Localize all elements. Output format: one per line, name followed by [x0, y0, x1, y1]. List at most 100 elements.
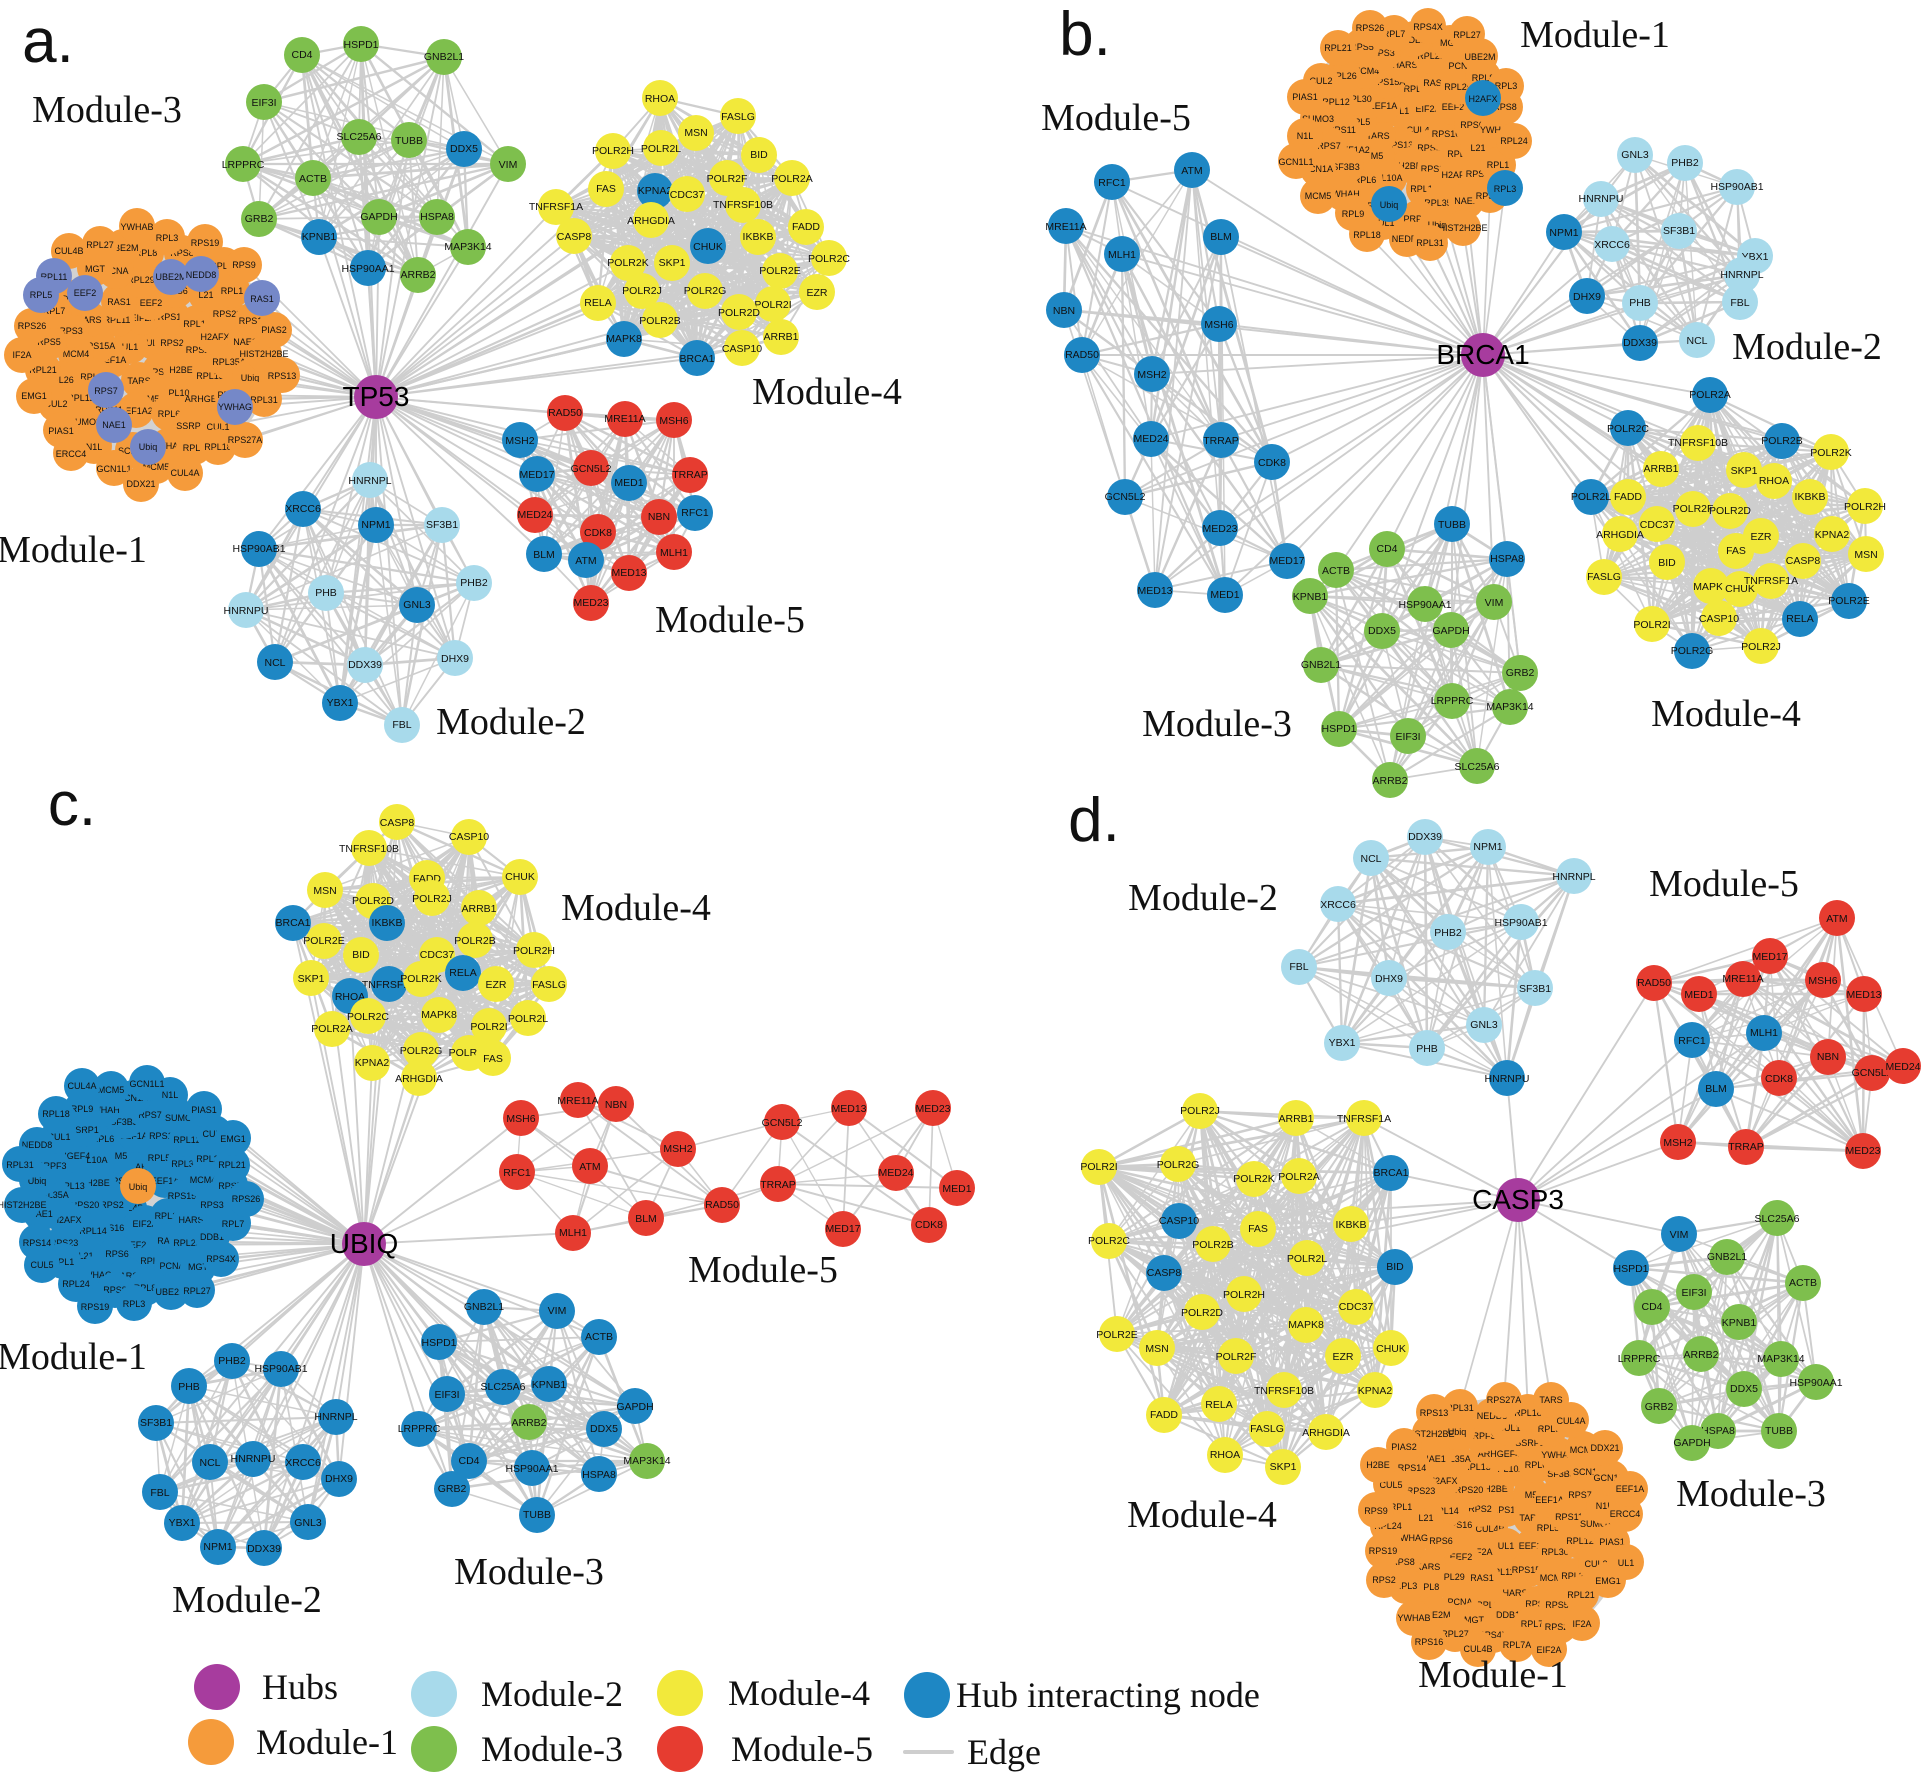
- svg-text:RPL1: RPL1: [221, 286, 244, 296]
- svg-text:HNRNPL: HNRNPL: [1552, 871, 1595, 883]
- svg-text:UBE2M: UBE2M: [1419, 1610, 1450, 1620]
- svg-text:POLR2B: POLR2B: [1192, 1239, 1233, 1251]
- svg-text:RPS23: RPS23: [1466, 169, 1495, 179]
- svg-text:RPS19: RPS19: [191, 238, 220, 248]
- svg-text:H2BE: H2BE: [1366, 1460, 1390, 1470]
- svg-text:MGT: MGT: [85, 264, 105, 274]
- svg-text:EEF1A2: EEF1A2: [119, 406, 153, 416]
- svg-text:MLH1: MLH1: [559, 1227, 587, 1239]
- svg-text:RPL8: RPL8: [1417, 1582, 1440, 1592]
- svg-text:EMG1: EMG1: [1595, 1576, 1621, 1586]
- svg-text:MSH2: MSH2: [1137, 369, 1166, 381]
- svg-text:H2BE: H2BE: [86, 1178, 110, 1188]
- svg-text:RELA: RELA: [1205, 1399, 1232, 1411]
- svg-text:RFC1: RFC1: [1678, 1035, 1706, 1047]
- svg-text:CUL1: CUL1: [47, 1132, 70, 1142]
- svg-text:MED17: MED17: [519, 469, 554, 481]
- svg-text:MAP3K14: MAP3K14: [623, 1455, 670, 1467]
- svg-text:MSN: MSN: [313, 885, 336, 897]
- svg-text:RPS26: RPS26: [1356, 23, 1385, 33]
- svg-text:RPL6: RPL6: [92, 1134, 115, 1144]
- svg-text:L21: L21: [1418, 1513, 1433, 1523]
- svg-text:PCNA: PCNA: [1448, 61, 1473, 71]
- svg-text:HNRNPU: HNRNPU: [224, 605, 269, 617]
- svg-text:PHB: PHB: [315, 587, 337, 599]
- svg-text:CASP8: CASP8: [1786, 555, 1821, 567]
- svg-text:RPL30: RPL30: [171, 1159, 199, 1169]
- svg-text:MCM4: MCM4: [190, 1175, 217, 1185]
- svg-text:RPL13: RPL13: [1410, 184, 1438, 194]
- svg-text:GNL3: GNL3: [403, 599, 431, 611]
- svg-text:MED23: MED23: [1845, 1145, 1880, 1157]
- svg-text:MED24: MED24: [517, 509, 552, 521]
- svg-text:YWHAG: YWHAG: [218, 402, 252, 412]
- svg-text:MSN: MSN: [684, 127, 707, 139]
- svg-text:ERCC4: ERCC4: [1610, 1509, 1641, 1519]
- svg-text:PRPF3: PRPF3: [1466, 1431, 1495, 1441]
- svg-text:LRPPRC: LRPPRC: [222, 159, 265, 171]
- svg-text:RAS1: RAS1: [107, 297, 131, 307]
- svg-text:MED17: MED17: [1752, 951, 1787, 963]
- svg-text:FBL: FBL: [150, 1487, 169, 1499]
- svg-text:ARRB2: ARRB2: [1683, 1349, 1718, 1361]
- svg-text:ACTB: ACTB: [299, 173, 327, 185]
- svg-text:XRCC6: XRCC6: [1594, 239, 1630, 251]
- svg-text:MSH6: MSH6: [506, 1113, 535, 1125]
- svg-text:CD4: CD4: [291, 49, 312, 61]
- svg-text:RPL9: RPL9: [71, 1104, 94, 1114]
- svg-text:RPS13: RPS13: [1492, 1505, 1521, 1515]
- svg-text:NEDD8: NEDD8: [1392, 234, 1423, 244]
- svg-text:ARRB1: ARRB1: [1278, 1113, 1313, 1125]
- svg-text:NAE1: NAE1: [102, 420, 126, 430]
- svg-text:MAPK8: MAPK8: [1693, 581, 1729, 593]
- svg-text:SLC25A6: SLC25A6: [1455, 761, 1500, 773]
- svg-text:IKBKB: IKBKB: [372, 917, 403, 929]
- svg-text:RPL3: RPL3: [1395, 1581, 1418, 1591]
- svg-text:FAS: FAS: [1248, 1223, 1268, 1235]
- svg-text:POLR2E: POLR2E: [759, 265, 800, 277]
- svg-text:UL1: UL1: [1618, 1558, 1635, 1568]
- svg-text:EIF3I: EIF3I: [434, 1389, 459, 1401]
- svg-text:RPS27A: RPS27A: [228, 435, 263, 445]
- svg-text:EIF3I: EIF3I: [1681, 1287, 1706, 1299]
- svg-text:RAD50: RAD50: [705, 1199, 739, 1211]
- svg-text:RPL7: RPL7: [1521, 1619, 1544, 1629]
- svg-text:SUMO3: SUMO3: [1580, 1519, 1612, 1529]
- svg-text:UL1: UL1: [1393, 106, 1410, 116]
- svg-text:RPL30: RPL30: [1541, 1547, 1569, 1557]
- svg-text:HSP90AB1: HSP90AB1: [254, 1363, 307, 1375]
- svg-text:RPL27: RPL27: [183, 1286, 211, 1296]
- svg-text:Hub interacting node: Hub interacting node: [956, 1675, 1260, 1715]
- svg-text:RPL12: RPL12: [1566, 1536, 1594, 1546]
- svg-text:RPS20: RPS20: [71, 1200, 100, 1210]
- svg-text:MED17: MED17: [825, 1223, 860, 1235]
- svg-text:POLR2L: POLR2L: [1571, 491, 1611, 503]
- svg-text:EEF1A: EEF1A: [1369, 101, 1398, 111]
- svg-text:PIAS2: PIAS2: [261, 325, 287, 335]
- svg-text:RPL6: RPL6: [158, 409, 181, 419]
- svg-text:RPS11: RPS11: [1555, 1512, 1583, 1522]
- svg-text:Module-5: Module-5: [1041, 97, 1191, 139]
- svg-text:CUL2: CUL2: [44, 399, 67, 409]
- svg-text:ARHGDIA: ARHGDIA: [395, 1073, 443, 1085]
- svg-text:RPL21: RPL21: [1567, 1590, 1595, 1600]
- svg-text:RPL9: RPL9: [1342, 209, 1365, 219]
- svg-text:PL10A: PL10A: [1375, 173, 1402, 183]
- svg-text:CHUK: CHUK: [1725, 583, 1755, 595]
- svg-text:RPL21: RPL21: [29, 365, 57, 375]
- svg-text:RPL13: RPL13: [196, 371, 224, 381]
- svg-text:L21: L21: [78, 1251, 93, 1261]
- svg-text:EEF2: EEF2: [140, 298, 163, 308]
- svg-text:MCM5: MCM5: [143, 462, 170, 472]
- svg-text:RPS6: RPS6: [1429, 1536, 1453, 1546]
- svg-text:MED13: MED13: [611, 567, 646, 579]
- svg-text:RPL18: RPL18: [1514, 1408, 1542, 1418]
- svg-text:HNRNPU: HNRNPU: [1485, 1073, 1530, 1085]
- svg-text:UBE2M: UBE2M: [155, 1287, 186, 1297]
- svg-text:TUBB: TUBB: [523, 1509, 551, 1521]
- svg-text:POLR2J: POLR2J: [1741, 641, 1781, 653]
- svg-text:RPL7: RPL7: [1383, 29, 1406, 39]
- svg-text:HSP90AA1: HSP90AA1: [505, 1463, 558, 1475]
- svg-text:YWHAH: YWHAH: [1541, 1450, 1575, 1460]
- svg-text:MRE11A: MRE11A: [557, 1095, 598, 1107]
